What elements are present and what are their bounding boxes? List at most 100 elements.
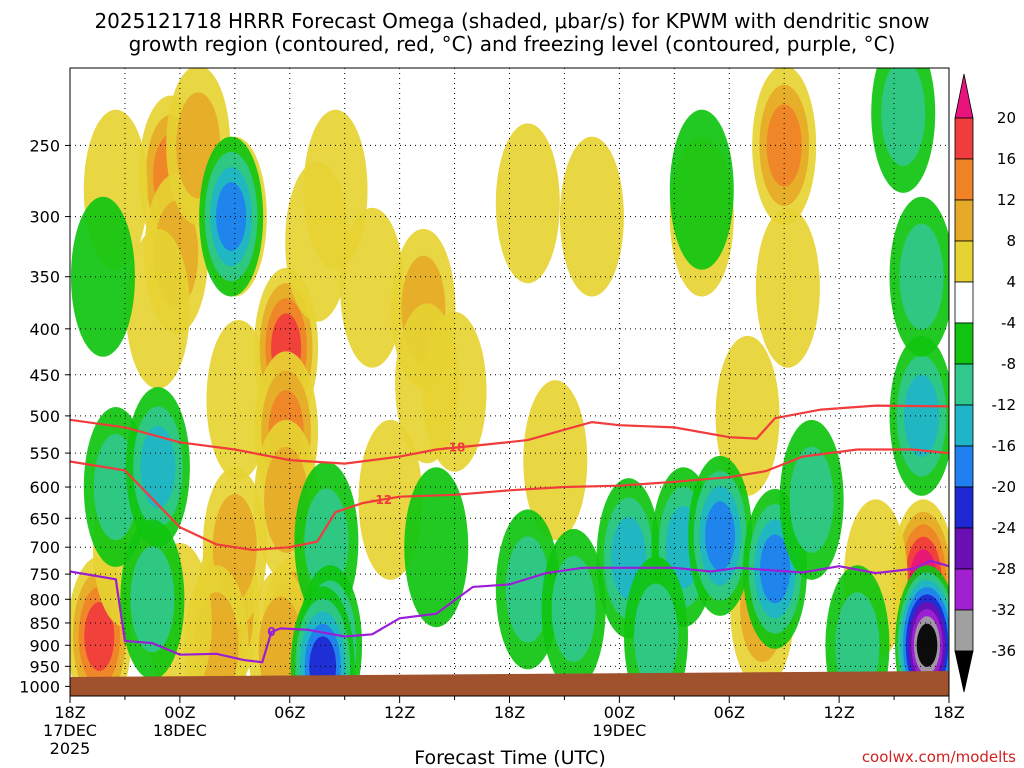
chart-title-line1: 2025121718 HRRR Forecast Omega (shaded, … bbox=[94, 9, 929, 33]
colorbar-segment bbox=[954, 199, 974, 242]
y-tick-label: 600 bbox=[29, 478, 60, 497]
omega-cell bbox=[871, 68, 936, 193]
omega-contour-band bbox=[789, 446, 834, 553]
x-tick-label: 18Z bbox=[933, 703, 964, 722]
contour-line--12 bbox=[70, 448, 949, 552]
omega-cell bbox=[715, 335, 780, 496]
x-tick-label: 06Z bbox=[274, 703, 305, 722]
omega-contour-band bbox=[766, 104, 802, 187]
y-tick-label: 950 bbox=[29, 657, 60, 676]
x-tick-label: 18DEC bbox=[153, 721, 207, 740]
omega-contour-band bbox=[916, 623, 938, 667]
omega-contour-band bbox=[70, 196, 135, 357]
x-tick-label: 12Z bbox=[384, 703, 415, 722]
omega-cell bbox=[340, 207, 405, 368]
omega-cell bbox=[825, 565, 890, 696]
omega-cell bbox=[669, 109, 734, 270]
y-tick-label: 350 bbox=[29, 268, 60, 287]
omega-contour-band bbox=[759, 534, 791, 604]
colorbar-segment bbox=[954, 404, 974, 447]
omega-cell bbox=[523, 380, 588, 541]
omega-contour-band bbox=[495, 123, 560, 284]
omega-cell bbox=[541, 528, 606, 689]
colorbar-segment bbox=[954, 117, 974, 160]
y-tick-label: 800 bbox=[29, 590, 60, 609]
omega-contour-band bbox=[84, 602, 115, 671]
omega-contour-band bbox=[755, 207, 820, 368]
omega-contour-band bbox=[634, 583, 678, 690]
x-tick-label: 00Z bbox=[164, 703, 195, 722]
contour-line--18 bbox=[70, 404, 949, 465]
x-tick-label: 06Z bbox=[714, 703, 745, 722]
omega-cell bbox=[688, 455, 753, 616]
colorbar-segment bbox=[954, 650, 974, 693]
colorbar-segment bbox=[954, 609, 974, 652]
colorbar-tick-label: 12 bbox=[997, 191, 1016, 209]
colorbar-segment bbox=[954, 486, 974, 529]
colorbar-tick-label: 8 bbox=[1006, 232, 1016, 250]
omega-shading-layer bbox=[70, 68, 949, 696]
x-tick-label: 00Z bbox=[604, 703, 635, 722]
colorbar-tick-label: 20 bbox=[997, 109, 1016, 127]
colorbar-segment bbox=[954, 73, 974, 119]
colorbar-tick-label: -8 bbox=[1001, 355, 1016, 373]
y-tick-label: 850 bbox=[29, 614, 60, 633]
contour-label: -12 bbox=[370, 493, 392, 507]
omega-contour-band bbox=[669, 109, 734, 270]
x-tick-label: 12Z bbox=[823, 703, 854, 722]
y-tick-label: 1000 bbox=[19, 677, 60, 696]
colorbar-tick-label: -32 bbox=[992, 601, 1017, 619]
colorbar-tick-label: -4 bbox=[1001, 314, 1016, 332]
colorbar-tick-label: -20 bbox=[992, 478, 1017, 496]
omega-contour-band bbox=[140, 425, 176, 509]
x-tick-label: 19DEC bbox=[592, 721, 646, 740]
omega-cell bbox=[889, 335, 949, 496]
y-tick-label: 700 bbox=[29, 538, 60, 557]
colorbar-segment bbox=[954, 281, 974, 324]
y-tick-label: 750 bbox=[29, 565, 60, 584]
omega-cell bbox=[889, 196, 949, 357]
colorbar-tick-label: 4 bbox=[1006, 273, 1016, 291]
omega-contour-band bbox=[340, 207, 405, 368]
colorbar-segment bbox=[954, 322, 974, 365]
y-tick-label: 400 bbox=[29, 320, 60, 339]
omega-contour-band bbox=[881, 68, 926, 166]
omega-cell bbox=[70, 196, 135, 357]
omega-contour-band bbox=[523, 380, 588, 541]
contour-label: -18 bbox=[444, 441, 466, 455]
omega-cell bbox=[755, 207, 820, 368]
omega-cell bbox=[752, 68, 817, 226]
contour-line-0 bbox=[70, 559, 949, 664]
credit-text: coolwx.com/modelts bbox=[862, 748, 1016, 766]
y-tick-label: 900 bbox=[29, 636, 60, 655]
omega-cell bbox=[559, 136, 624, 297]
x-tick-label: 18Z bbox=[54, 703, 85, 722]
colorbar-segment bbox=[954, 240, 974, 283]
y-tick-label: 450 bbox=[29, 366, 60, 385]
omega-contour-band bbox=[505, 536, 550, 643]
temperature-contours: -18 -12 0 bbox=[70, 404, 949, 664]
x-tick-label: 18Z bbox=[494, 703, 525, 722]
omega-cell bbox=[422, 311, 487, 472]
y-tick-label: 500 bbox=[29, 407, 60, 426]
omega-contour-band bbox=[715, 335, 780, 496]
colorbar-tick-label: 16 bbox=[997, 150, 1016, 168]
omega-cell bbox=[895, 565, 949, 696]
y-tick-label: 650 bbox=[29, 509, 60, 528]
chart-title-line2: growth region (contoured, red, °C) and f… bbox=[129, 32, 896, 56]
colorbar-tick-label: -36 bbox=[992, 642, 1017, 660]
y-tick-label: 300 bbox=[29, 208, 60, 227]
omega-cell bbox=[779, 419, 844, 580]
y-axis: 250 300 350 400 450 500 550 600 650 700 750 800 850 9… bbox=[19, 136, 70, 696]
omega-contour-band bbox=[705, 501, 736, 571]
colorbar-tick-label: -16 bbox=[992, 437, 1017, 455]
omega-contour-band bbox=[903, 374, 940, 458]
colorbar-segment bbox=[954, 527, 974, 570]
omega-cell bbox=[199, 136, 264, 297]
colorbar-segment bbox=[954, 158, 974, 201]
omega-contour-band bbox=[130, 546, 175, 653]
omega-contour-band bbox=[551, 555, 596, 663]
omega-contour-band bbox=[125, 228, 190, 389]
